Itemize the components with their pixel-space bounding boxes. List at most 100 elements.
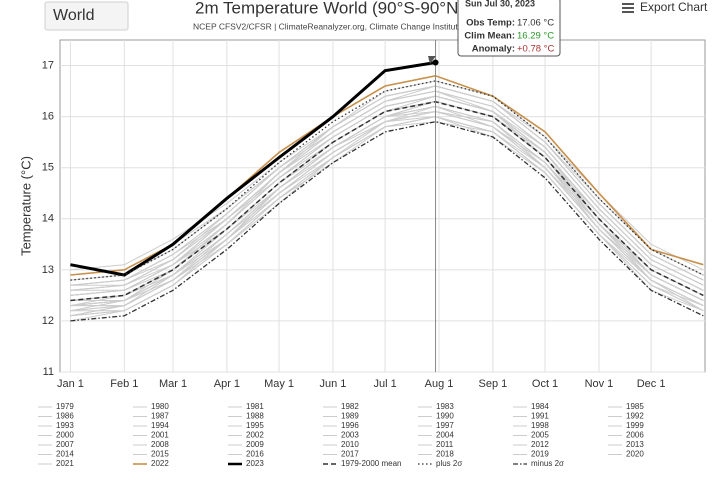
tooltip-date: Sun Jul 30, 2023 (465, 0, 535, 8)
legend-label: 2001 (151, 431, 169, 440)
export-button[interactable]: Export Chart (622, 0, 708, 14)
legend-label: 1990 (436, 412, 454, 421)
series-line (70, 100, 704, 301)
legend-label: 2002 (246, 431, 264, 440)
legend-label: 1991 (531, 412, 549, 421)
legend-label: 1998 (531, 421, 549, 430)
legend-label: 1979-2000 mean (341, 459, 402, 468)
series-line (70, 116, 704, 307)
legend-label: 1985 (626, 402, 644, 411)
x-tick-label: Feb 1 (110, 378, 138, 390)
tooltip-box (457, 0, 561, 57)
legend-label: 1981 (246, 402, 264, 411)
series-line (70, 100, 704, 296)
chart-subtitle: NCEP CFSV2/CFSR | ClimateReanalyzer.org,… (193, 21, 540, 31)
legend-label: 2012 (531, 440, 549, 449)
x-tick-label: Nov 1 (585, 378, 614, 390)
series-line (70, 110, 704, 312)
series-line (70, 101, 704, 302)
legend-label: 1992 (626, 412, 644, 421)
legend-label: 2003 (341, 431, 359, 440)
legend-label: 2023 (246, 459, 264, 468)
legend-label: 1979 (56, 402, 74, 411)
plot-frame (59, 39, 706, 373)
series-line (70, 105, 704, 307)
legend-label: 1983 (436, 402, 454, 411)
series-line (70, 95, 704, 291)
legend-label: 2008 (151, 440, 169, 449)
legend-label: 1994 (151, 421, 169, 430)
legend-label: 1993 (56, 421, 74, 430)
hover-point (432, 59, 439, 66)
legend-label: 2010 (341, 440, 359, 449)
y-tick-label: 12 (42, 315, 54, 327)
y-tick-label: 16 (42, 111, 54, 123)
series-line (70, 105, 704, 307)
legend-label: 2009 (246, 440, 264, 449)
series-line (70, 105, 704, 307)
x-tick-label: Jan 1 (57, 378, 84, 390)
legend-label: 2007 (56, 440, 74, 449)
series-line (70, 85, 704, 281)
tooltip-pointer (428, 56, 436, 64)
legend-label: plus 2σ (436, 459, 462, 468)
legend-label: 2005 (531, 431, 549, 440)
y-axis-label: Temperature (°C) (18, 156, 33, 256)
series-line (70, 105, 704, 307)
legend-label: 1987 (151, 412, 169, 421)
legend-label: 2014 (56, 450, 74, 459)
series-line (70, 85, 704, 281)
legend-label: 1984 (531, 402, 549, 411)
menu-icon (622, 3, 634, 5)
legend-label: 1982 (341, 402, 359, 411)
y-tick-label: 17 (42, 59, 54, 71)
legend-label: 1997 (436, 421, 454, 430)
series-line (70, 95, 704, 301)
legend-label: 2019 (531, 450, 549, 459)
tooltip-value: 17.06 °C (517, 18, 554, 29)
legend-label: 1999 (626, 421, 644, 430)
legend-label: 2015 (151, 450, 169, 459)
x-tick-label: May 1 (264, 378, 294, 390)
series-line (70, 116, 704, 312)
y-tick-label: 14 (42, 213, 54, 225)
series-line (70, 80, 704, 281)
series-line (70, 121, 704, 322)
series-line (70, 110, 704, 307)
legend-label: 1986 (56, 412, 74, 421)
legend-label: minus 2σ (531, 459, 564, 468)
series-line (70, 116, 704, 317)
y-tick-label: 13 (42, 264, 54, 276)
y-tick-label: 11 (43, 366, 54, 378)
legend-label: 2017 (341, 450, 359, 459)
export-label: Export Chart (640, 0, 708, 14)
chart-title: 2m Temperature World (90°S-90°N, 0-360°E… (195, 0, 535, 17)
legend-label: 1980 (151, 402, 169, 411)
legend-label: 2021 (56, 459, 74, 468)
region-select[interactable] (44, 1, 129, 31)
x-tick-label: Aug 1 (425, 378, 454, 390)
legend-label: 2022 (151, 459, 169, 468)
legend-label: 2000 (56, 431, 74, 440)
series-line (70, 85, 704, 281)
legend-label: 2004 (436, 431, 454, 440)
tooltip-label: Obs Temp: (466, 18, 515, 29)
series-line (70, 61, 436, 277)
series-line (70, 121, 704, 317)
x-tick-label: Sep 1 (479, 378, 508, 390)
series-line (70, 100, 704, 301)
series-line (70, 110, 704, 307)
legend-label: 2016 (246, 450, 264, 459)
tooltip-label: Clim Mean: (464, 31, 515, 42)
x-tick-label: Dec 1 (637, 378, 666, 390)
legend-label: 2013 (626, 440, 644, 449)
y-tick-label: 15 (42, 162, 54, 174)
region-select-label: World (53, 7, 95, 24)
series-line (70, 110, 704, 312)
legend-label: 1988 (246, 412, 264, 421)
legend-label: 2006 (626, 431, 644, 440)
x-tick-label: Oct 1 (532, 378, 558, 390)
tooltip-value: +0.78 °C (517, 44, 554, 55)
legend-label: 1995 (246, 421, 264, 430)
